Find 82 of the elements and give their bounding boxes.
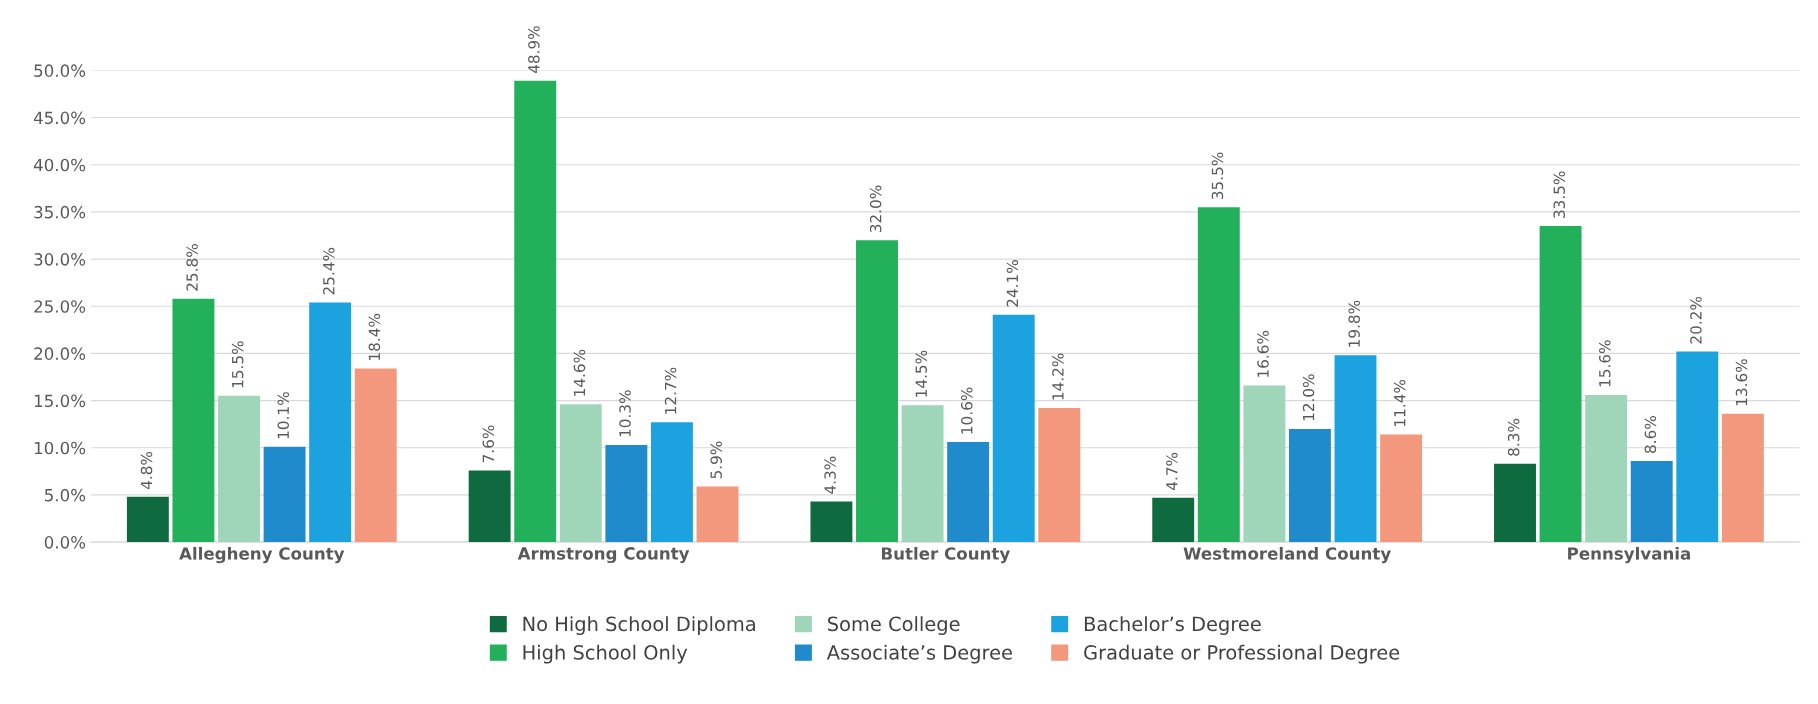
bar	[605, 444, 648, 543]
data-label: 10.6%	[961, 387, 973, 434]
data-label: 4.8%	[140, 451, 153, 490]
data-label: 48.9%	[528, 26, 540, 74]
bar	[696, 486, 739, 543]
data-label: 10.1%	[277, 392, 290, 439]
data-label: 14.6%	[573, 349, 586, 396]
data-label: 4.3%	[824, 456, 836, 494]
bar	[1152, 497, 1195, 543]
y-tick-label: 5.0%	[44, 488, 86, 502]
bar	[947, 442, 990, 543]
data-label: 14.2%	[1052, 353, 1064, 400]
bar	[514, 80, 557, 543]
legend-label: Graduate or Professional Degree	[1084, 644, 1400, 664]
data-label: 12.7%	[664, 367, 677, 414]
bar	[1288, 428, 1331, 543]
data-label: 8.6%	[1644, 416, 1657, 453]
y-tick-label: 25.0%	[34, 300, 86, 313]
bar	[1539, 226, 1582, 543]
bar	[1334, 355, 1377, 543]
data-label: 33.5%	[1553, 171, 1565, 218]
y-tick-label: 40.0%	[33, 158, 86, 172]
bar	[1585, 394, 1628, 543]
data-label: 35.5%	[1211, 152, 1224, 200]
x-tick-label: Butler County	[881, 546, 1010, 564]
y-tick-label: 35.0%	[34, 205, 86, 219]
bar	[126, 496, 169, 543]
bar	[810, 501, 853, 543]
bar	[856, 240, 898, 543]
data-label: 13.6%	[1735, 359, 1748, 406]
bar	[992, 314, 1035, 543]
bar	[1494, 463, 1536, 543]
bar	[650, 422, 693, 543]
bar	[559, 404, 602, 543]
y-tick-label: 20.0%	[34, 347, 86, 360]
bar	[1243, 385, 1286, 543]
data-label: 15.6%	[1599, 340, 1611, 387]
data-label: 25.4%	[323, 247, 335, 295]
bar	[901, 405, 944, 543]
x-tick-label: Allegheny County	[179, 546, 345, 564]
data-label: 32.0%	[869, 185, 882, 233]
bar	[309, 302, 352, 543]
x-tick-label: Armstrong County	[517, 547, 690, 564]
data-label: 16.6%	[1257, 330, 1269, 377]
data-label: 24.1%	[1006, 260, 1019, 307]
data-label: 15.5%	[231, 341, 244, 388]
data-label: 20.2%	[1690, 296, 1702, 344]
bar	[263, 446, 306, 543]
bar	[1676, 351, 1719, 543]
legend-label: Associate’s Degree	[826, 644, 1012, 664]
data-label: 10.3%	[619, 390, 631, 437]
legend-label: Some College	[828, 616, 960, 635]
legend-label: High School Only	[523, 644, 688, 664]
bar	[1197, 207, 1240, 543]
legend-label: Bachelor’s Degree	[1084, 616, 1261, 635]
data-label: 25.8%	[186, 244, 198, 291]
data-label: 11.4%	[1393, 379, 1406, 426]
bar	[172, 298, 215, 543]
bar	[468, 470, 511, 543]
bar	[218, 395, 260, 543]
legend-label: No High School Diploma	[523, 616, 755, 635]
bar	[354, 368, 397, 543]
data-label: 18.4%	[368, 313, 381, 360]
data-label: 4.7%	[1166, 452, 1178, 491]
x-tick-label: Pennsylvania	[1568, 546, 1690, 564]
y-tick-label: 15.0%	[34, 394, 86, 408]
x-tick-label: Westmoreland County	[1183, 546, 1391, 564]
bar	[1630, 460, 1673, 543]
bar	[1038, 408, 1081, 543]
data-label: 12.0%	[1302, 374, 1315, 421]
data-label: 14.5%	[915, 350, 928, 397]
y-tick-label: 10.0%	[34, 441, 86, 455]
y-tick-label: 0.0%	[44, 536, 86, 549]
y-tick-label: 50.0%	[34, 64, 86, 77]
data-label: 5.9%	[710, 441, 722, 479]
y-tick-label: 45.0%	[33, 111, 86, 125]
y-tick-label: 30.0%	[34, 253, 86, 266]
data-label: 19.8%	[1348, 300, 1360, 347]
data-label: 7.6%	[482, 425, 495, 463]
bar	[1721, 413, 1764, 543]
bar	[1380, 434, 1423, 543]
data-label: 8.3%	[1507, 418, 1520, 456]
